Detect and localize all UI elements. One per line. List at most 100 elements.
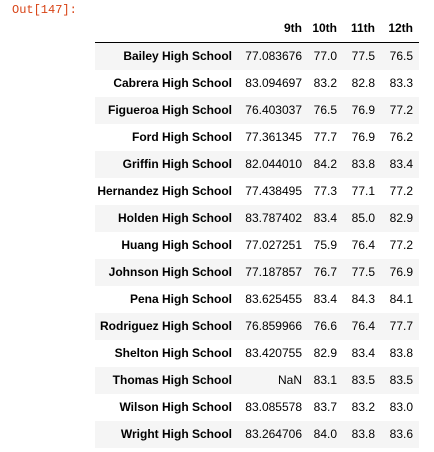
table-row: Wright High School 83.264706 84.0 83.8 83.6 — [95, 421, 419, 448]
cell-12th: 83.5 — [381, 367, 419, 394]
dataframe-table: 9th 10th 11th 12th Bailey High School 77.… — [95, 14, 419, 448]
table-row: Hernandez High School 77.438495 77.3 77.1 77… — [95, 178, 419, 205]
row-index-school: Hernandez High School — [95, 178, 238, 205]
cell-12th: 83.0 — [381, 394, 419, 421]
cell-11th: 84.3 — [343, 286, 381, 313]
cell-11th: 76.9 — [343, 124, 381, 151]
cell-11th: 83.8 — [343, 151, 381, 178]
cell-11th: 77.5 — [343, 43, 381, 70]
cell-10th: 77.3 — [308, 178, 343, 205]
row-index-school: Holden High School — [95, 205, 238, 232]
row-index-school: Shelton High School — [95, 340, 238, 367]
table-row: Ford High School 77.361345 77.7 76.9 76.2 — [95, 124, 419, 151]
cell-10th: 76.6 — [308, 313, 343, 340]
table-row: Figueroa High School 76.403037 76.5 76.9 77.… — [95, 97, 419, 124]
output-prompt: Out[147]: — [12, 3, 77, 17]
cell-12th: 82.9 — [381, 205, 419, 232]
column-header-10th: 10th — [308, 14, 343, 43]
cell-12th: 76.2 — [381, 124, 419, 151]
cell-11th: 83.8 — [343, 421, 381, 448]
cell-9th: 83.085578 — [238, 394, 308, 421]
column-header-11th: 11th — [343, 14, 381, 43]
row-index-school: Johnson High School — [95, 259, 238, 286]
table-row: Rodriguez High School 76.859966 76.6 76.4 77… — [95, 313, 419, 340]
cell-12th: 77.7 — [381, 313, 419, 340]
cell-10th: 83.2 — [308, 70, 343, 97]
cell-10th: 77.0 — [308, 43, 343, 70]
index-header — [95, 14, 238, 43]
header-row: 9th 10th 11th 12th — [95, 14, 419, 43]
cell-11th: 76.9 — [343, 97, 381, 124]
table-row: Shelton High School 83.420755 82.9 83.4 83.8 — [95, 340, 419, 367]
cell-12th: 84.1 — [381, 286, 419, 313]
cell-12th: 83.6 — [381, 421, 419, 448]
cell-9th: 83.625455 — [238, 286, 308, 313]
cell-11th: 76.4 — [343, 232, 381, 259]
cell-9th: 77.027251 — [238, 232, 308, 259]
cell-9th: 83.420755 — [238, 340, 308, 367]
table-row: Wilson High School 83.085578 83.7 83.2 83.0 — [95, 394, 419, 421]
row-index-school: Pena High School — [95, 286, 238, 313]
cell-12th: 77.2 — [381, 97, 419, 124]
cell-11th: 83.5 — [343, 367, 381, 394]
cell-10th: 83.1 — [308, 367, 343, 394]
cell-10th: 83.4 — [308, 205, 343, 232]
cell-11th: 85.0 — [343, 205, 381, 232]
row-index-school: Rodriguez High School — [95, 313, 238, 340]
cell-11th: 82.8 — [343, 70, 381, 97]
table-row: Johnson High School 77.187857 76.7 77.5 76.9 — [95, 259, 419, 286]
cell-10th: 75.9 — [308, 232, 343, 259]
row-index-school: Griffin High School — [95, 151, 238, 178]
cell-10th: 84.0 — [308, 421, 343, 448]
table-row: Pena High School 83.625455 83.4 84.3 84.1 — [95, 286, 419, 313]
cell-12th: 83.3 — [381, 70, 419, 97]
cell-9th: 76.403037 — [238, 97, 308, 124]
table-row: Griffin High School 82.044010 84.2 83.8 83.4 — [95, 151, 419, 178]
cell-12th: 83.4 — [381, 151, 419, 178]
cell-11th: 77.1 — [343, 178, 381, 205]
cell-10th: 83.7 — [308, 394, 343, 421]
cell-10th: 84.2 — [308, 151, 343, 178]
cell-11th: 76.4 — [343, 313, 381, 340]
cell-10th: 76.7 — [308, 259, 343, 286]
column-header-9th: 9th — [238, 14, 308, 43]
row-index-school: Figueroa High School — [95, 97, 238, 124]
cell-9th: 82.044010 — [238, 151, 308, 178]
row-index-school: Huang High School — [95, 232, 238, 259]
cell-11th: 83.2 — [343, 394, 381, 421]
table-row: Huang High School 77.027251 75.9 76.4 77.2 — [95, 232, 419, 259]
cell-11th: 77.5 — [343, 259, 381, 286]
table-row: Thomas High School NaN 83.1 83.5 83.5 — [95, 367, 419, 394]
cell-11th: 83.4 — [343, 340, 381, 367]
cell-10th: 83.4 — [308, 286, 343, 313]
cell-12th: 77.2 — [381, 178, 419, 205]
cell-9th: 83.094697 — [238, 70, 308, 97]
cell-9th: 77.361345 — [238, 124, 308, 151]
cell-9th: NaN — [238, 367, 308, 394]
column-header-12th: 12th — [381, 14, 419, 43]
dataframe-output: 9th 10th 11th 12th Bailey High School 77.… — [95, 14, 419, 448]
cell-12th: 83.8 — [381, 340, 419, 367]
cell-10th: 77.7 — [308, 124, 343, 151]
cell-12th: 76.9 — [381, 259, 419, 286]
row-index-school: Thomas High School — [95, 367, 238, 394]
cell-10th: 82.9 — [308, 340, 343, 367]
cell-9th: 77.083676 — [238, 43, 308, 70]
row-index-school: Bailey High School — [95, 43, 238, 70]
cell-12th: 76.5 — [381, 43, 419, 70]
row-index-school: Wright High School — [95, 421, 238, 448]
cell-9th: 76.859966 — [238, 313, 308, 340]
table-row: Holden High School 83.787402 83.4 85.0 82.9 — [95, 205, 419, 232]
table-row: Cabrera High School 83.094697 83.2 82.8 83.3 — [95, 70, 419, 97]
cell-9th: 83.787402 — [238, 205, 308, 232]
cell-9th: 83.264706 — [238, 421, 308, 448]
cell-10th: 76.5 — [308, 97, 343, 124]
cell-9th: 77.187857 — [238, 259, 308, 286]
cell-9th: 77.438495 — [238, 178, 308, 205]
table-row: Bailey High School 77.083676 77.0 77.5 76.5 — [95, 43, 419, 70]
cell-12th: 77.2 — [381, 232, 419, 259]
row-index-school: Cabrera High School — [95, 70, 238, 97]
row-index-school: Ford High School — [95, 124, 238, 151]
row-index-school: Wilson High School — [95, 394, 238, 421]
table-body: Bailey High School 77.083676 77.0 77.5 76.5 C… — [95, 43, 419, 448]
